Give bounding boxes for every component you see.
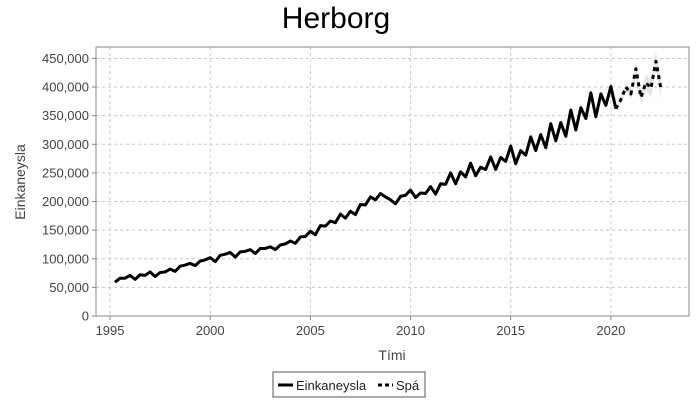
series-line-einkaneysla	[114, 84, 618, 284]
y-tick-label: 250,000	[42, 165, 89, 180]
plot-frame	[95, 46, 690, 317]
y-tick-label: 150,000	[42, 223, 89, 238]
forecast-band-layer	[615, 51, 661, 109]
legend-box	[272, 371, 426, 398]
y-tick-label: 450,000	[42, 51, 89, 66]
chart-title: Herborg	[281, 2, 391, 35]
y-tick-label: 300,000	[42, 137, 89, 152]
y-axis-label: Einkaneysla	[12, 144, 28, 220]
grid-layer	[96, 47, 689, 317]
legend-label-einkaneysla: Einkaneysla	[296, 378, 367, 393]
x-tick-label: 2015	[496, 323, 525, 338]
axis-layer: 0 50,000 100,000 150,000 200,000 250,000 300,0…	[42, 51, 625, 338]
y-tick-label: 200,000	[42, 194, 89, 209]
y-tick-label: 0	[82, 309, 89, 324]
series-line-spa	[614, 59, 663, 110]
y-tick-label: 100,000	[42, 251, 89, 266]
y-tick-label: 50,000	[49, 280, 89, 295]
x-tick-label: 1995	[96, 323, 125, 338]
forecast-interval-band	[615, 51, 661, 109]
y-tick-label: 350,000	[42, 108, 89, 123]
x-tick-label: 2010	[396, 323, 425, 338]
x-tick-label: 2020	[596, 323, 625, 338]
x-tick-label: 2005	[296, 323, 325, 338]
y-tick-label: 400,000	[42, 80, 89, 95]
x-axis-label: Tími	[378, 347, 405, 363]
x-tick-label: 2000	[196, 323, 225, 338]
legend-label-spa: Spá	[396, 378, 420, 393]
series-layer	[114, 59, 663, 284]
legend: Einkaneysla Spá	[272, 371, 426, 398]
